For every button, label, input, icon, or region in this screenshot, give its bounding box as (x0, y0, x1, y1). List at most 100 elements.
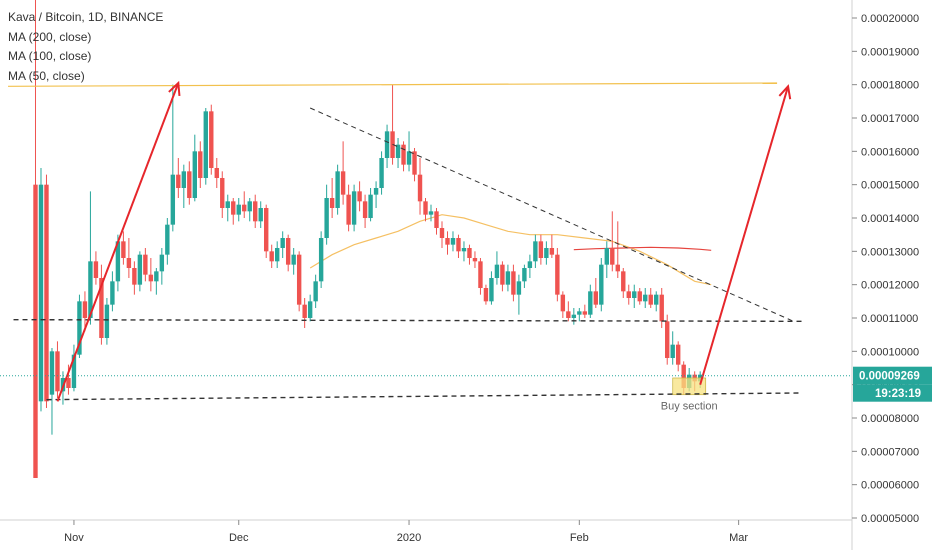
arrow-head (168, 80, 181, 97)
y-tick-label: 0.00006000 (861, 480, 919, 492)
candle-body (126, 258, 132, 268)
candle-body (632, 291, 637, 298)
candle-body (549, 248, 555, 255)
candle-body (346, 194, 351, 225)
candle-body (626, 291, 631, 298)
candle-body (511, 271, 516, 295)
candle-body (104, 304, 110, 338)
candle-body (231, 201, 236, 215)
countdown-badge (853, 384, 932, 402)
candle-body (351, 191, 357, 225)
candle-body (588, 291, 593, 315)
candle-body (44, 184, 49, 402)
candle-body (302, 304, 307, 318)
candle-body (285, 238, 291, 265)
support-line-lower (46, 392, 800, 401)
candle-body (93, 261, 99, 278)
support-line-upper (13, 318, 805, 323)
x-tick-label: Dec (229, 532, 249, 544)
candle-body (159, 254, 165, 272)
legend-ma200: MA (200, close) (8, 29, 92, 44)
candle-body (439, 228, 445, 238)
candle-body (643, 294, 648, 302)
candle-body (615, 264, 620, 272)
candle-body (176, 174, 181, 188)
candle-body (296, 254, 302, 305)
candle-body (500, 264, 505, 285)
candle-body (225, 201, 230, 208)
candle-body (417, 174, 423, 202)
candle-body (357, 191, 362, 202)
candle-body (659, 294, 664, 322)
candle-body (566, 311, 571, 318)
legend-ma50: MA (50, close) (8, 68, 85, 83)
candle-body (527, 261, 533, 268)
candle-body (582, 311, 588, 315)
candle-body (181, 171, 187, 188)
candle-body (55, 351, 60, 392)
candle-body (412, 151, 417, 175)
candle-body (522, 268, 527, 282)
candle-body (77, 301, 82, 355)
candle-body (395, 144, 401, 158)
candle-body (406, 151, 412, 165)
candle-body (368, 194, 373, 218)
candle-body (450, 238, 456, 245)
candle-body (280, 238, 285, 248)
y-tick-label: 0.00007000 (861, 446, 919, 458)
y-tick-label: 0.00012000 (861, 280, 919, 292)
candle-body (665, 321, 670, 358)
candle-body (599, 264, 604, 305)
candle-body (604, 248, 609, 265)
candle-body (115, 241, 121, 282)
candle-body (198, 151, 203, 178)
candle-body (258, 208, 263, 222)
candle-body (110, 281, 115, 305)
candle-body (49, 351, 55, 395)
candle-body (99, 278, 104, 338)
y-tick-label: 0.00005000 (861, 513, 919, 525)
resistance-line (8, 82, 778, 87)
candle-body (269, 251, 274, 262)
candle-body (38, 184, 44, 402)
candle-body (209, 111, 214, 168)
y-tick-label: 0.00015000 (861, 180, 919, 192)
y-tick-label: 0.00018000 (861, 80, 919, 92)
candle-body (637, 291, 642, 302)
candle-body (456, 238, 461, 252)
candle-body (170, 174, 176, 225)
candle-body (203, 111, 208, 178)
countdown-label: 19:23:19 (875, 388, 921, 400)
y-tick-label: 0.00011000 (861, 313, 918, 325)
candle-body (88, 261, 93, 318)
legend-ma100: MA (100, close) (8, 49, 92, 63)
buy-zone-label: Buy section (661, 401, 718, 413)
drawings: Buy section (0, 80, 852, 413)
candle-body (121, 241, 126, 258)
candle-body (423, 201, 428, 215)
candle-body (192, 151, 197, 198)
ma200-line (573, 246, 712, 251)
candle-body (516, 281, 522, 295)
candle-body (291, 254, 296, 265)
candle-body (274, 248, 280, 262)
candle-body (242, 204, 247, 212)
candle-body (648, 294, 653, 305)
candle-body (71, 354, 77, 388)
candle-body (505, 271, 511, 285)
candle-body (187, 171, 192, 198)
chart-title: Kava / Bitcoin, 1D, BINANCE (8, 10, 164, 24)
arrow-head (778, 84, 792, 100)
candle-body (478, 261, 483, 288)
candle-body (148, 274, 154, 282)
candle-body (384, 131, 390, 158)
candle-body (313, 281, 318, 302)
descending-trendline (309, 107, 794, 322)
candle-body (220, 178, 225, 208)
candle-body (494, 264, 500, 278)
y-tick-label: 0.00020000 (861, 13, 919, 25)
candle-body (593, 291, 599, 305)
x-tick-label: Mar (729, 532, 748, 544)
candle-body (571, 314, 577, 318)
